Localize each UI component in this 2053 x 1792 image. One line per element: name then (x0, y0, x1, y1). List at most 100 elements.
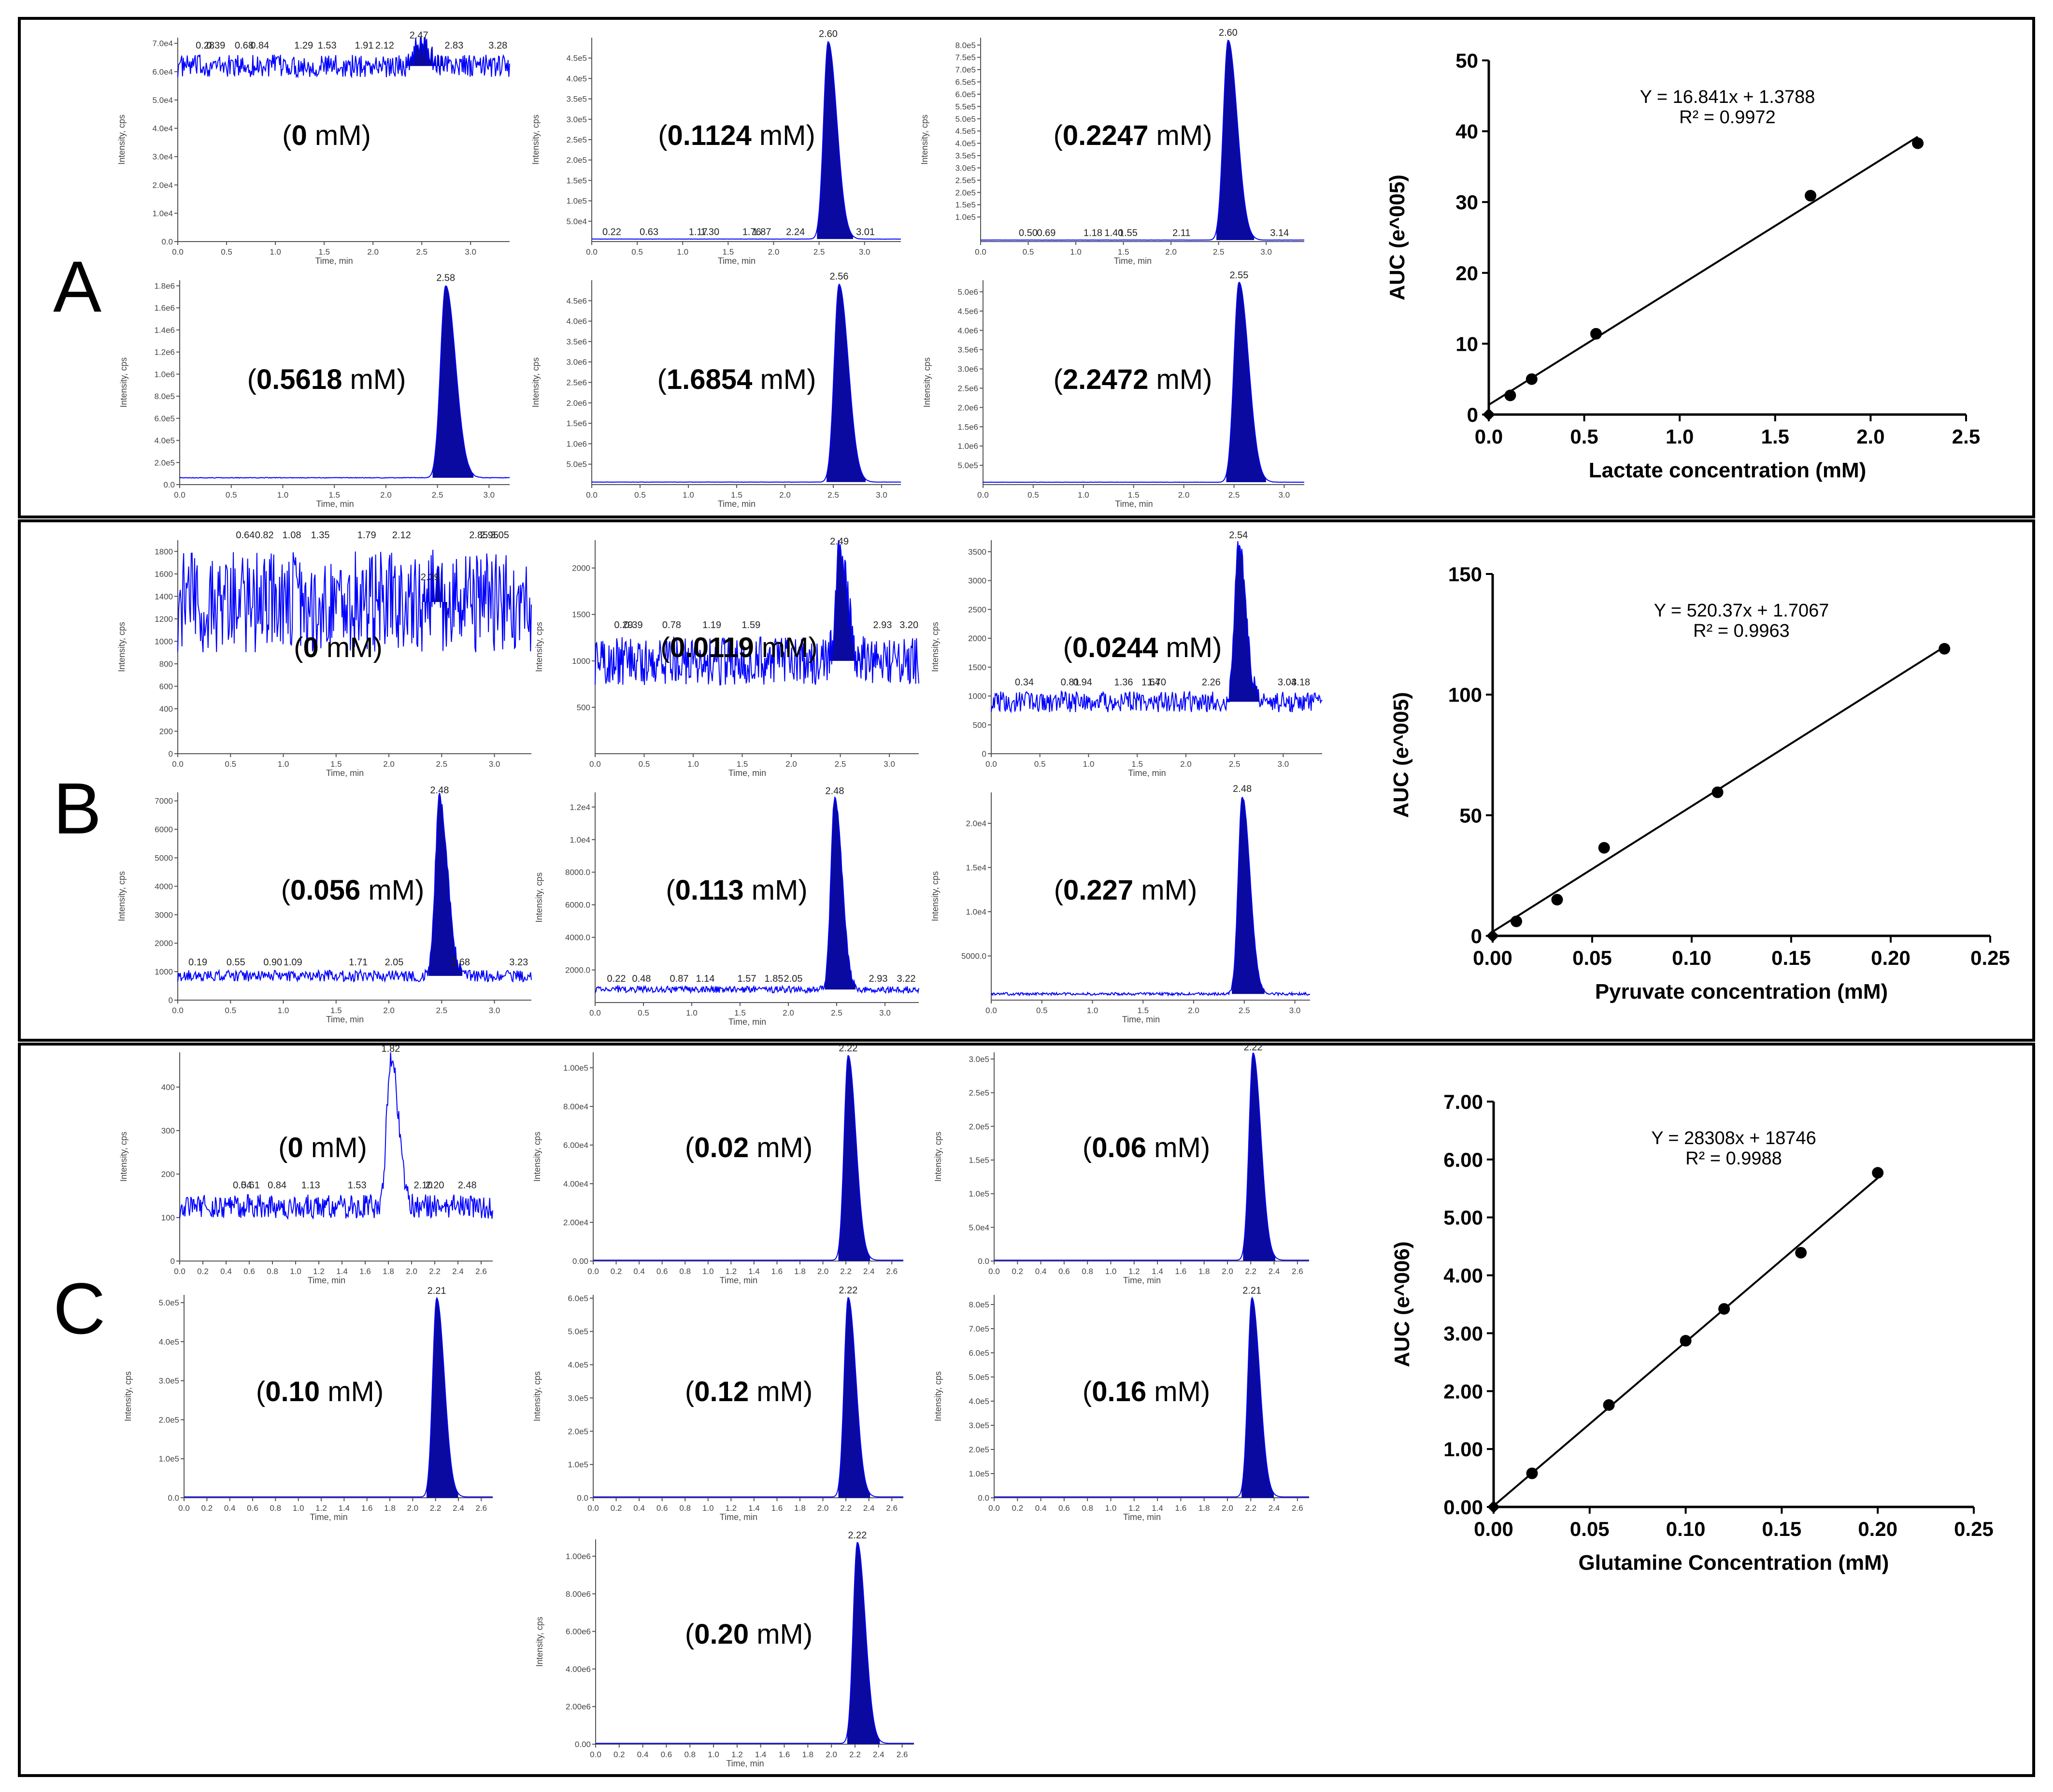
peak-label: 1.71 (349, 957, 368, 968)
concentration-unit: mM) (744, 874, 808, 906)
concentration-value: 0.16 (1092, 1376, 1146, 1407)
paren: ( (1083, 1132, 1092, 1163)
panel-letter: A (53, 246, 101, 327)
peak-area (1216, 40, 1255, 240)
x-tick-label: 0.6 (243, 1267, 255, 1276)
chromatogram-trace (994, 1296, 1309, 1498)
concentration-value: 0.10 (265, 1376, 320, 1407)
data-point (1603, 1399, 1615, 1411)
y-tick-label: 1400 (155, 592, 173, 601)
x-tick-label: 1.6 (771, 1267, 783, 1276)
y-tick-label: 2.0e5 (955, 188, 976, 197)
y-tick-label: 6.0e4 (152, 67, 173, 76)
peak-label: 2.20 (426, 1180, 444, 1190)
chromatogram: 0.0 0.5 1.0 1.5 2.0 2.5 3.0 5.0e4 1.0e5 1.5e5 2.0e… (531, 29, 901, 266)
peak-label: 1.08 (283, 530, 301, 541)
paren: ( (685, 1132, 694, 1163)
x-axis-label: Time, min (310, 1512, 347, 1522)
x-tick-label: 2.6 (897, 1750, 908, 1759)
peak-label: 1.30 (700, 227, 719, 237)
cal-y-tick-label: 6.00 (1443, 1148, 1483, 1171)
y-tick-label: 2.0e5 (566, 156, 587, 165)
peak-label: 1.09 (284, 957, 302, 968)
y-tick-label: 6.0e5 (969, 1348, 989, 1358)
x-tick-label: 2.4 (873, 1750, 884, 1759)
peak-label: 0.84 (250, 40, 269, 51)
y-tick-label: 0.0 (168, 1493, 179, 1503)
x-tick-label: 0.4 (224, 1504, 236, 1513)
concentration-label: (0.16 mM) (1083, 1376, 1210, 1407)
x-tick-label: 2.4 (863, 1267, 875, 1276)
paren: ( (658, 120, 667, 151)
concentration-value: 0.20 (694, 1619, 749, 1650)
peak-label: 1.57 (738, 974, 756, 984)
x-tick-label: 2.0 (1178, 490, 1190, 500)
paren: ( (1063, 632, 1072, 663)
y-tick-label: 800 (159, 659, 173, 669)
x-tick-label: 0.8 (270, 1504, 282, 1513)
y-tick-label: 2.0e5 (158, 1415, 179, 1424)
peak-label: 0.69 (1037, 228, 1056, 239)
x-tick-label: 1.8 (1198, 1267, 1210, 1276)
y-axis-label: Intensity, cps (119, 358, 128, 408)
y-tick-label: 3.0e5 (566, 115, 587, 124)
x-tick-label: 1.0 (1087, 1006, 1098, 1015)
peak-label: 2.12 (375, 40, 394, 51)
r-squared: R² = 0.9988 (1685, 1148, 1782, 1169)
x-tick-label: 0.0 (172, 760, 184, 769)
peak-label: 2.22 (848, 1530, 867, 1541)
y-tick-label: 7.0e5 (969, 1324, 989, 1333)
x-tick-label: 2.5 (436, 1006, 447, 1015)
x-tick-label: 1.6 (359, 1267, 371, 1276)
data-point (1598, 842, 1610, 854)
peak-label: 2.22 (839, 1285, 857, 1296)
concentration-label: (0.02 mM) (685, 1132, 813, 1163)
y-axis-label: Intensity, cps (531, 115, 541, 165)
x-axis-label: Time, min (326, 1015, 364, 1024)
concentration-value: 0.5618 (257, 364, 342, 395)
y-tick-label: 3.0e5 (955, 163, 976, 172)
x-tick-label: 0.0 (586, 490, 598, 500)
y-tick-label: 3.0e4 (152, 152, 173, 161)
x-tick-label: 1.0 (270, 247, 281, 257)
cal-x-tick-label: 0.20 (1871, 946, 1910, 969)
cal-y-tick-label: 0 (1467, 403, 1478, 426)
y-tick-label: 200 (161, 1170, 175, 1179)
x-tick-label: 1.4 (336, 1267, 348, 1276)
peak-label: 3.18 (1291, 677, 1310, 688)
x-tick-label: 3.0 (483, 490, 495, 500)
peak-label: 2.26 (1202, 677, 1221, 688)
y-tick-label: 1.0e6 (957, 442, 978, 451)
y-tick-label: 3.5e5 (566, 95, 587, 104)
y-axis-label: Intensity, cps (535, 1617, 544, 1667)
x-tick-label: 0.2 (1012, 1504, 1023, 1513)
data-point (1511, 916, 1523, 928)
x-axis-label: Time, min (316, 499, 354, 509)
y-tick-label: 1.0e5 (969, 1469, 989, 1478)
x-tick-label: 0.4 (633, 1267, 645, 1276)
concentration-unit: mM) (752, 120, 815, 151)
x-tick-label: 0.6 (247, 1504, 258, 1513)
x-tick-label: 3.0 (859, 247, 870, 257)
peak-label: 0.68 (235, 40, 254, 51)
y-tick-label: 4.0e5 (158, 1337, 179, 1347)
x-tick-label: 1.0 (1083, 760, 1095, 769)
x-tick-label: 1.5 (330, 760, 342, 769)
y-tick-label: 1.00e6 (566, 1552, 591, 1561)
x-tick-label: 2.6 (476, 1504, 487, 1513)
y-tick-label: 2.5e6 (566, 378, 587, 387)
y-axis-label: Intensity, cps (534, 873, 544, 923)
x-tick-label: 0.8 (267, 1267, 278, 1276)
paren: ( (666, 874, 675, 906)
x-tick-label: 0.4 (637, 1750, 649, 1759)
x-tick-label: 2.0 (367, 247, 379, 257)
x-axis-label: Time, min (720, 1512, 757, 1522)
chromatogram-trace (593, 1055, 903, 1261)
x-tick-label: 2.6 (886, 1267, 898, 1276)
x-tick-label: 2.5 (1229, 760, 1240, 769)
y-tick-label: 2.0e6 (957, 403, 978, 412)
x-tick-label: 0.4 (1035, 1267, 1047, 1276)
cal-x-tick-label: 0.0 (1475, 425, 1503, 448)
concentration-unit: mM) (752, 364, 816, 395)
y-tick-label: 8.0e5 (154, 392, 175, 401)
